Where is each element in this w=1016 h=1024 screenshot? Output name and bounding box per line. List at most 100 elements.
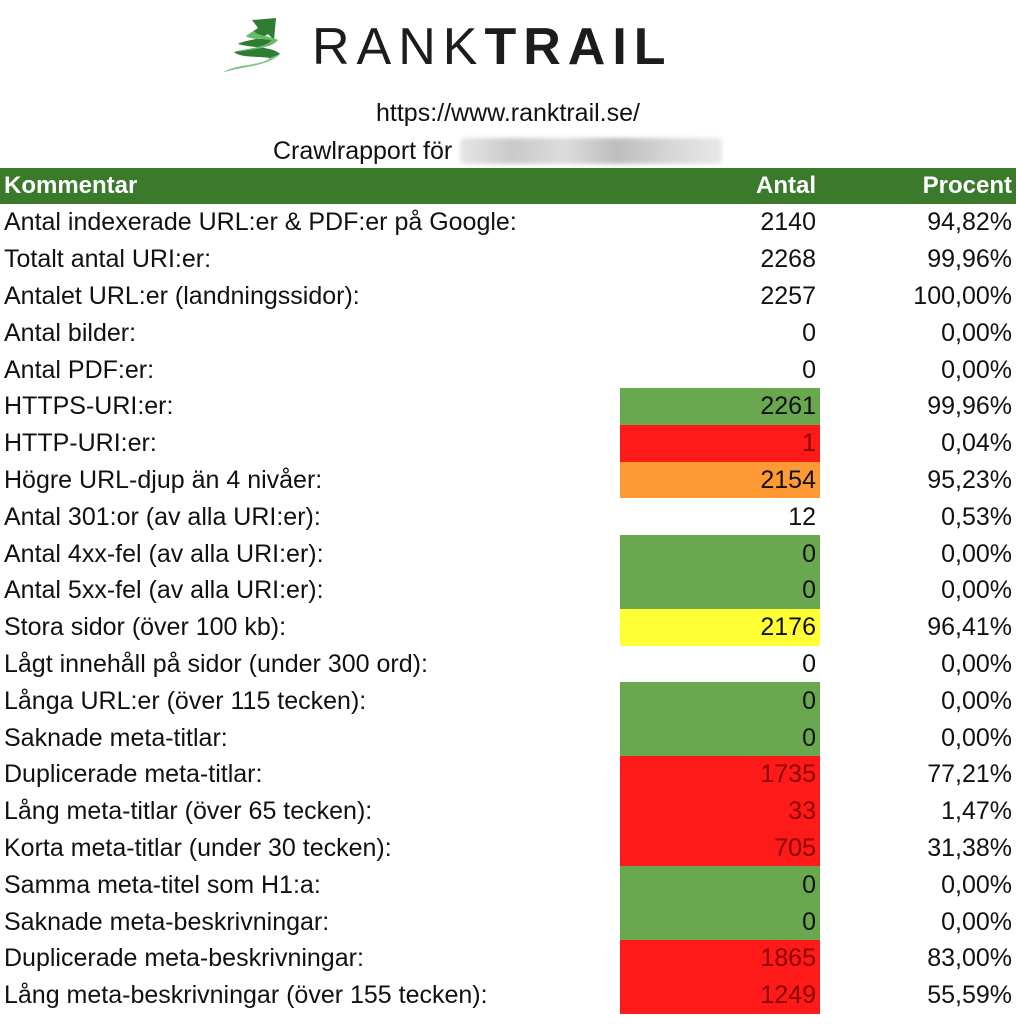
crawl-label: Crawlrapport för: [273, 137, 453, 165]
row-percent: 0,00%: [941, 723, 1012, 752]
row-percent: 0,00%: [941, 870, 1012, 899]
table-row: Antal 5xx-fel (av alla URI:er): 0 0,00%: [0, 571, 1016, 609]
table-row: Antal indexerade URL:er & PDF:er på Goog…: [0, 204, 1016, 241]
row-label: Lågt innehåll på sidor (under 300 ord):: [4, 649, 428, 678]
crawl-report-line: Crawlrapport för: [273, 136, 723, 166]
table-row: Antal PDF:er: 0 0,00%: [0, 351, 1016, 388]
row-count: 2176: [620, 608, 820, 646]
row-label: Samma meta-titel som H1:a:: [4, 870, 321, 899]
row-label: Antalet URL:er (landningssidor):: [4, 281, 360, 310]
row-count: 1249: [620, 976, 820, 1014]
row-percent: 96,41%: [927, 613, 1012, 642]
row-count: 2154: [620, 461, 820, 499]
ranktrail-logo: RANKTRAIL: [218, 14, 688, 80]
row-percent: 94,82%: [927, 208, 1012, 237]
table-row: Korta meta-titlar (under 30 tecken): 705 3…: [0, 829, 1016, 867]
row-percent: 55,59%: [927, 981, 1012, 1010]
row-percent: 0,00%: [941, 649, 1012, 678]
table-row: Högre URL-djup än 4 nivåer: 2154 95,23%: [0, 461, 1016, 499]
row-count: 0: [620, 866, 820, 904]
brand-name-light: RANK: [312, 18, 485, 76]
row-count: 0: [620, 535, 820, 572]
table-row: Samma meta-titel som H1:a: 0 0,00%: [0, 866, 1016, 904]
table-row: Antal 301:or (av alla URI:er): 12 0,53%: [0, 498, 1016, 535]
row-percent: 77,21%: [927, 760, 1012, 789]
table-row: Antal bilder: 0 0,00%: [0, 314, 1016, 351]
table-row: Totalt antal URI:er: 2268 99,96%: [0, 241, 1016, 278]
row-percent: 0,00%: [941, 355, 1012, 384]
row-percent: 95,23%: [927, 465, 1012, 494]
row-percent: 0,04%: [941, 429, 1012, 458]
report-url: https://www.ranktrail.se/: [376, 99, 640, 127]
header-kommentar: Kommentar: [0, 168, 620, 204]
brand-wordmark: RANKTRAIL: [312, 21, 673, 73]
row-label: Lång meta-beskrivningar (över 155 tecken…: [4, 981, 488, 1010]
table-row: Lågt innehåll på sidor (under 300 ord): 0…: [0, 646, 1016, 683]
table-row: Lång meta-titlar (över 65 tecken): 33 1,47…: [0, 792, 1016, 830]
row-count: 0: [802, 318, 816, 347]
row-percent: 0,00%: [941, 539, 1012, 568]
row-percent: 31,38%: [927, 833, 1012, 862]
row-label: Antal bilder:: [4, 318, 137, 347]
ranktrail-logo-icon: [224, 18, 280, 72]
row-label: Antal 5xx-fel (av alla URI:er):: [4, 576, 324, 605]
table-row: Antal 4xx-fel (av alla URI:er): 0 0,00%: [0, 535, 1016, 572]
row-label: Duplicerade meta-titlar:: [4, 760, 263, 789]
row-count: 0: [620, 682, 820, 720]
row-label: Antal PDF:er:: [4, 355, 155, 384]
row-percent: 100,00%: [913, 281, 1012, 310]
row-count: 0: [620, 571, 820, 609]
table-row: HTTPS-URI:er: 2261 99,96%: [0, 387, 1016, 425]
row-count: 2257: [760, 281, 816, 310]
crawl-report-table: Kommentar Antal Procent Antal indexerade…: [0, 168, 1016, 1014]
row-label: Antal indexerade URL:er & PDF:er på Goog…: [4, 208, 517, 237]
row-percent: 83,00%: [927, 944, 1012, 973]
row-label: Saknade meta-beskrivningar:: [4, 907, 330, 936]
row-label: Totalt antal URI:er:: [4, 245, 212, 274]
table-row: Antalet URL:er (landningssidor): 2257 100,…: [0, 278, 1016, 315]
row-count: 2140: [760, 208, 816, 237]
table-row: Stora sidor (över 100 kb): 2176 96,41%: [0, 608, 1016, 646]
row-label: Antal 4xx-fel (av alla URI:er):: [4, 539, 324, 568]
redacted-domain: [460, 138, 723, 164]
header-procent: Procent: [820, 168, 1016, 204]
row-count: 1865: [620, 939, 820, 977]
row-percent: 99,96%: [927, 245, 1012, 274]
row-count: 2261: [620, 387, 820, 425]
row-count: 705: [620, 829, 820, 867]
table-row: Lång meta-beskrivningar (över 155 tecken…: [0, 976, 1016, 1014]
row-label: HTTP-URI:er:: [4, 429, 157, 458]
table-header-row: Kommentar Antal Procent: [0, 168, 1016, 204]
row-label: Korta meta-titlar (under 30 tecken):: [4, 833, 392, 862]
row-label: Antal 301:or (av alla URI:er):: [4, 502, 321, 531]
row-percent: 0,00%: [941, 907, 1012, 936]
row-label: Högre URL-djup än 4 nivåer:: [4, 465, 323, 494]
row-percent: 0,53%: [941, 502, 1012, 531]
row-count: 2268: [760, 245, 816, 274]
row-label: Långa URL:er (över 115 tecken):: [4, 686, 367, 715]
row-percent: 0,00%: [941, 686, 1012, 715]
row-label: HTTPS-URI:er:: [4, 392, 174, 421]
table-row: Saknade meta-titlar: 0 0,00%: [0, 719, 1016, 756]
row-count: 12: [788, 502, 816, 531]
header-antal: Antal: [620, 168, 820, 204]
row-percent: 99,96%: [927, 392, 1012, 421]
row-count: 33: [620, 792, 820, 830]
brand-name-bold: TRAIL: [484, 18, 673, 76]
row-count: 0: [620, 719, 820, 756]
table-row: Saknade meta-beskrivningar: 0 0,00%: [0, 903, 1016, 940]
row-count: 0: [802, 355, 816, 384]
row-label: Duplicerade meta-beskrivningar:: [4, 944, 364, 973]
row-label: Saknade meta-titlar:: [4, 723, 228, 752]
table-row: HTTP-URI:er: 1 0,04%: [0, 424, 1016, 462]
row-count: 0: [620, 903, 820, 940]
table-row: Duplicerade meta-beskrivningar: 1865 83,00…: [0, 939, 1016, 977]
row-percent: 0,00%: [941, 318, 1012, 347]
row-percent: 0,00%: [941, 576, 1012, 605]
row-count: 0: [802, 649, 816, 678]
row-count: 1: [620, 424, 820, 462]
table-row: Duplicerade meta-titlar: 1735 77,21%: [0, 755, 1016, 793]
table-row: Långa URL:er (över 115 tecken): 0 0,00%: [0, 682, 1016, 720]
row-label: Lång meta-titlar (över 65 tecken):: [4, 797, 373, 826]
row-label: Stora sidor (över 100 kb):: [4, 613, 287, 642]
